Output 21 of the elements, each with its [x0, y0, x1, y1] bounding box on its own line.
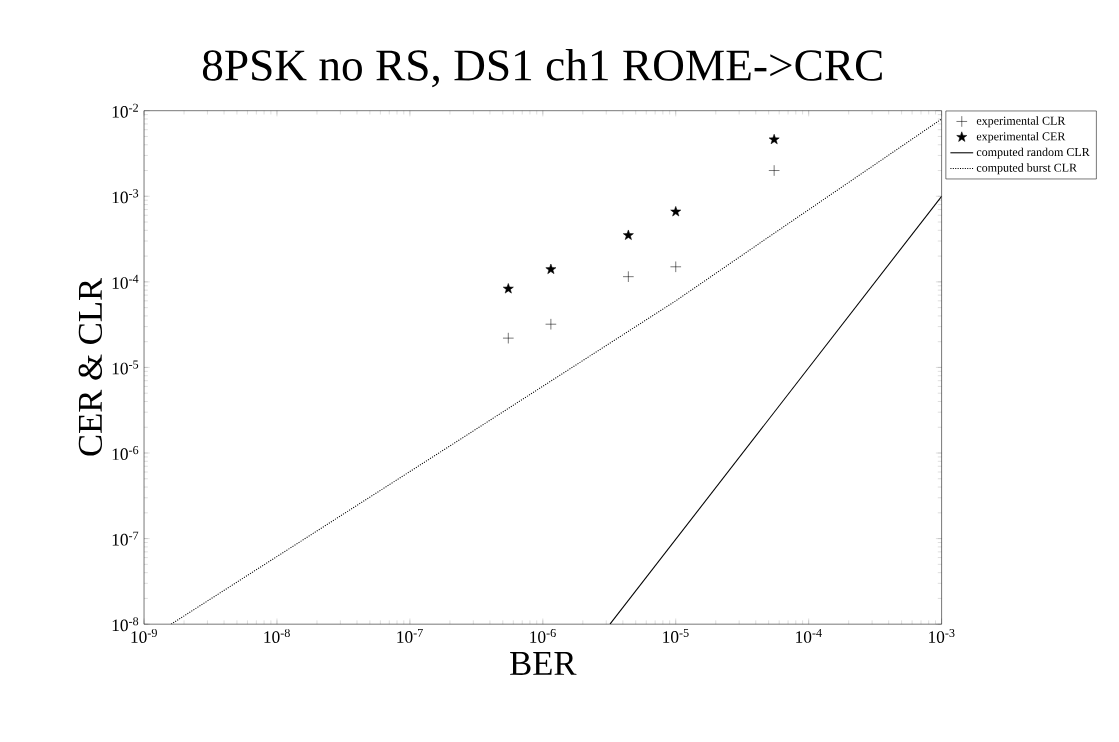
x-tick-label: 10$^{-6}$	[530, 629, 556, 644]
x-tick-label: 10$^{-8}$	[264, 629, 290, 644]
x-tick-label: 10$^{-7}$	[397, 629, 423, 644]
y-tick-label: 10$^{-2}$	[112, 103, 138, 118]
y-tick-label: 10$^{-7}$	[112, 531, 139, 546]
legend-label: experimental CLR	[976, 116, 1066, 128]
x-tick-label: 10$^{-4}$	[796, 629, 822, 644]
chart-title: 8PSK no RS, DS1 ch1 ROME->CRC	[202, 49, 882, 88]
y-tick-label: 10$^{-3}$	[112, 189, 139, 204]
x-tick-label: 10$^{-9}$	[131, 629, 157, 644]
y-tick-label: 10$^{-6}$	[112, 446, 139, 461]
legend-label: experimental CER	[976, 132, 1066, 144]
y-tick-label: 10$^{-4}$	[112, 275, 139, 290]
x-axis-title: BER	[510, 652, 577, 676]
y-tick-label: 10$^{-8}$	[112, 617, 139, 632]
y-tick-label: 10$^{-5}$	[112, 360, 139, 375]
legend-label: computed random CLR	[976, 147, 1090, 159]
y-axis-title: CER & CLR	[78, 278, 103, 456]
x-tick-label: 10$^{-5}$	[663, 629, 689, 644]
legend-label: computed burst CLR	[976, 163, 1078, 175]
x-tick-label: 10$^{-3}$	[929, 629, 955, 644]
